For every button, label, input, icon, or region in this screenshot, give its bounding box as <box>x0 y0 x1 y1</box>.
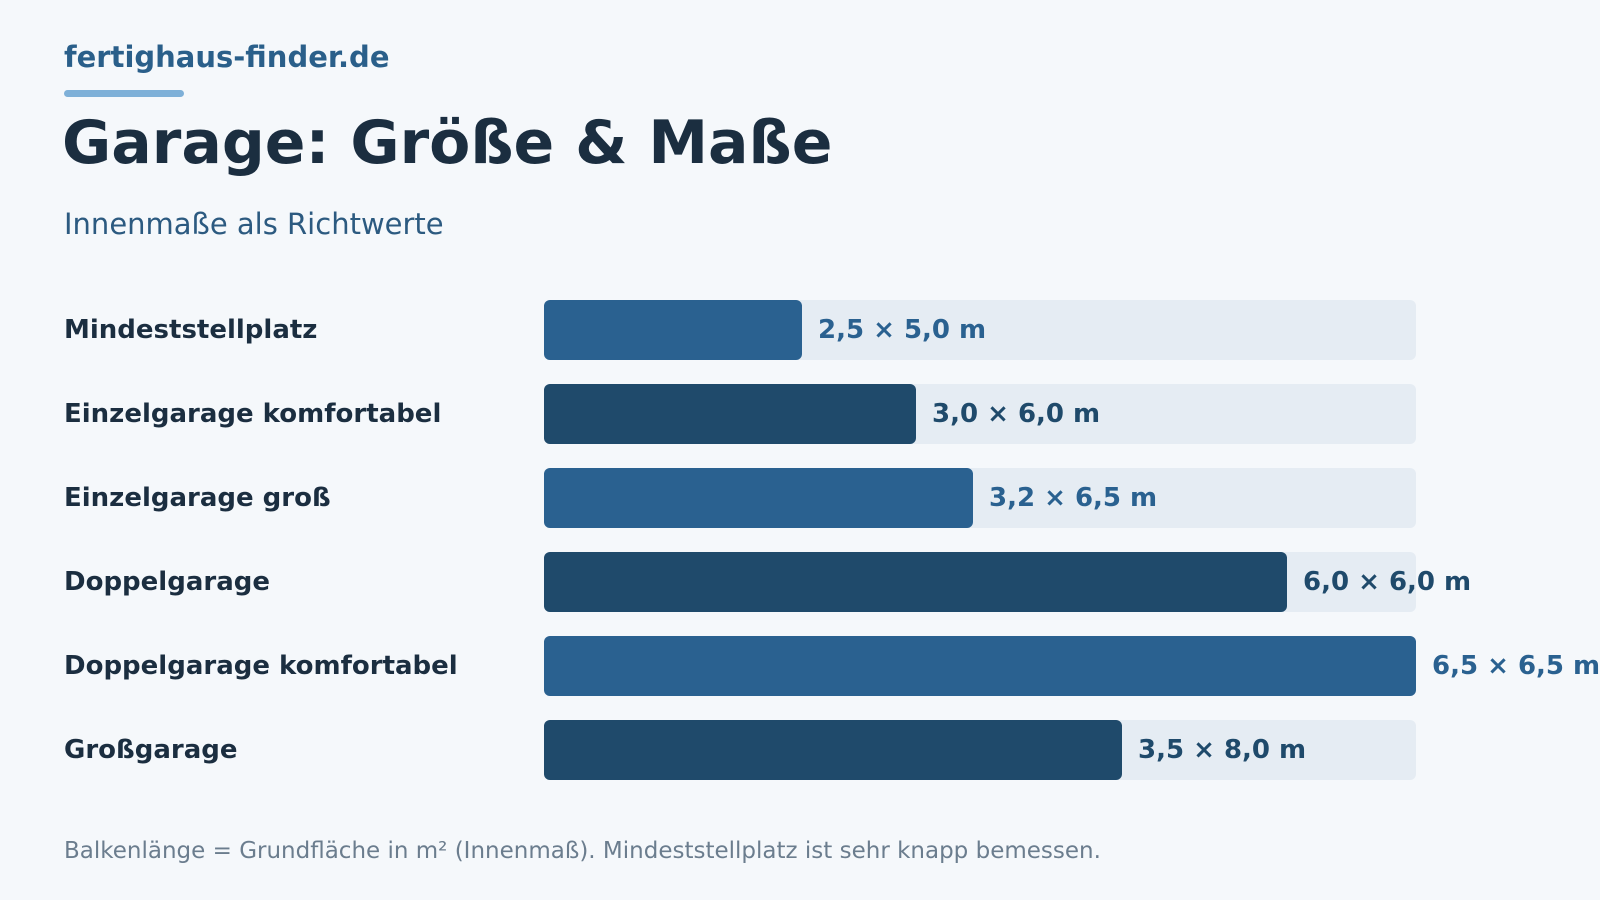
chart-footnote: Balkenlänge = Grundfläche in m² (Innenma… <box>64 838 1101 864</box>
category-label: Doppelgarage <box>64 567 270 597</box>
value-label: 6,0 × 6,0 m <box>1303 567 1472 597</box>
bar <box>544 636 1416 696</box>
bar <box>544 720 1122 780</box>
chart-title: Garage: Größe & Maße <box>62 108 833 178</box>
bar <box>544 552 1287 612</box>
value-label: 3,2 × 6,5 m <box>989 483 1158 513</box>
category-label: Einzelgarage groß <box>64 483 331 513</box>
category-label: Doppelgarage komfortabel <box>64 651 458 681</box>
value-label: 2,5 × 5,0 m <box>818 315 987 345</box>
bar <box>544 468 973 528</box>
category-label: Einzelgarage komfortabel <box>64 399 442 429</box>
value-label: 6,5 × 6,5 m <box>1432 651 1600 681</box>
brand-underline <box>64 90 184 97</box>
chart-subtitle: Innenmaße als Richtwerte <box>64 207 444 241</box>
value-label: 3,5 × 8,0 m <box>1138 735 1307 765</box>
bar <box>544 384 916 444</box>
category-label: Mindeststellplatz <box>64 315 318 345</box>
bar <box>544 300 802 360</box>
category-label: Großgarage <box>64 735 238 765</box>
value-label: 3,0 × 6,0 m <box>932 399 1101 429</box>
brand-name: fertighaus-finder.de <box>64 40 390 74</box>
